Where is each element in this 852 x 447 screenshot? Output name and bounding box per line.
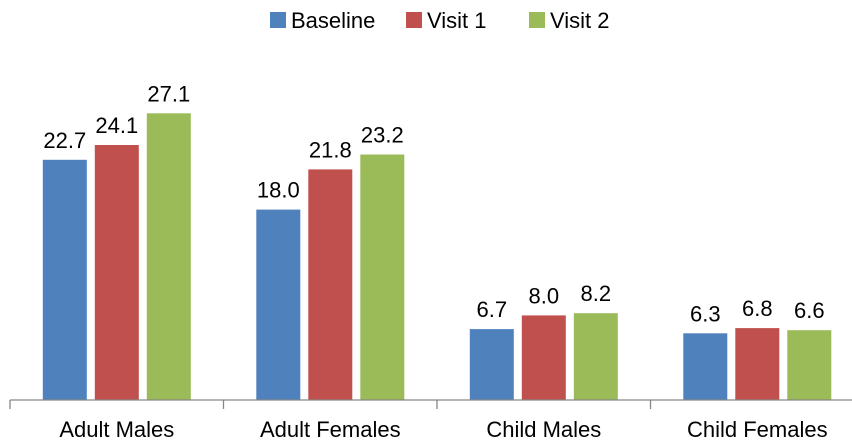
data-label-baseline-adult-females: 18.0 <box>257 178 300 203</box>
bar-visit-1-adult-males <box>94 145 139 400</box>
data-label-visit-1-adult-females: 21.8 <box>309 137 352 162</box>
category-label-adult-males: Adult Males <box>59 417 174 442</box>
bar-visit-2-adult-males <box>146 113 191 401</box>
category-label-adult-females: Adult Females <box>260 417 401 442</box>
legend-swatch-baseline <box>270 12 286 28</box>
legend: Baseline Visit 1 Visit 2 <box>270 8 610 33</box>
bar-visit-1-child-females <box>735 328 780 400</box>
legend-item-visit-1: Visit 1 <box>406 8 487 33</box>
x-axis: Adult Males Adult Females Child Males Child… <box>9 399 852 442</box>
data-label-visit-1-child-males: 8.0 <box>529 283 560 308</box>
data-label-visit-1-adult-males: 24.1 <box>95 113 138 138</box>
bar-visit-2-child-females <box>787 330 832 400</box>
data-label-baseline-child-males: 6.7 <box>477 297 508 322</box>
data-label-visit-2-adult-females: 23.2 <box>361 123 404 148</box>
data-label-baseline-adult-males: 22.7 <box>43 128 86 153</box>
legend-label-visit-2: Visit 2 <box>550 8 610 33</box>
bar-baseline-child-females <box>683 333 728 400</box>
bar-visit-1-adult-females <box>308 169 353 400</box>
bars <box>42 113 832 401</box>
data-label-visit-2-adult-males: 27.1 <box>147 81 190 106</box>
legend-item-baseline: Baseline <box>270 8 375 33</box>
data-label-visit-2-child-males: 8.2 <box>581 281 612 306</box>
bar-baseline-adult-males <box>42 159 87 400</box>
bar-baseline-child-males <box>469 329 514 400</box>
data-label-visit-2-child-females: 6.6 <box>794 298 825 323</box>
category-label-child-males: Child Males <box>486 417 601 442</box>
legend-label-visit-1: Visit 1 <box>427 8 487 33</box>
category-label-child-females: Child Females <box>687 417 828 442</box>
legend-item-visit-2: Visit 2 <box>529 8 610 33</box>
bar-visit-2-child-males <box>573 313 618 400</box>
data-label-baseline-child-females: 6.3 <box>690 301 721 326</box>
data-label-visit-1-child-females: 6.8 <box>742 296 773 321</box>
legend-swatch-visit-2 <box>529 12 545 28</box>
bar-baseline-adult-females <box>256 209 301 400</box>
legend-label-baseline: Baseline <box>291 8 375 33</box>
bar-visit-1-child-males <box>521 315 566 400</box>
bar-visit-2-adult-females <box>360 154 405 400</box>
legend-swatch-visit-1 <box>406 12 422 28</box>
data-labels: 22.7 24.1 27.1 18.0 21.8 23.2 6.7 8.0 8.2 6.3 6.8 6… <box>43 81 824 326</box>
